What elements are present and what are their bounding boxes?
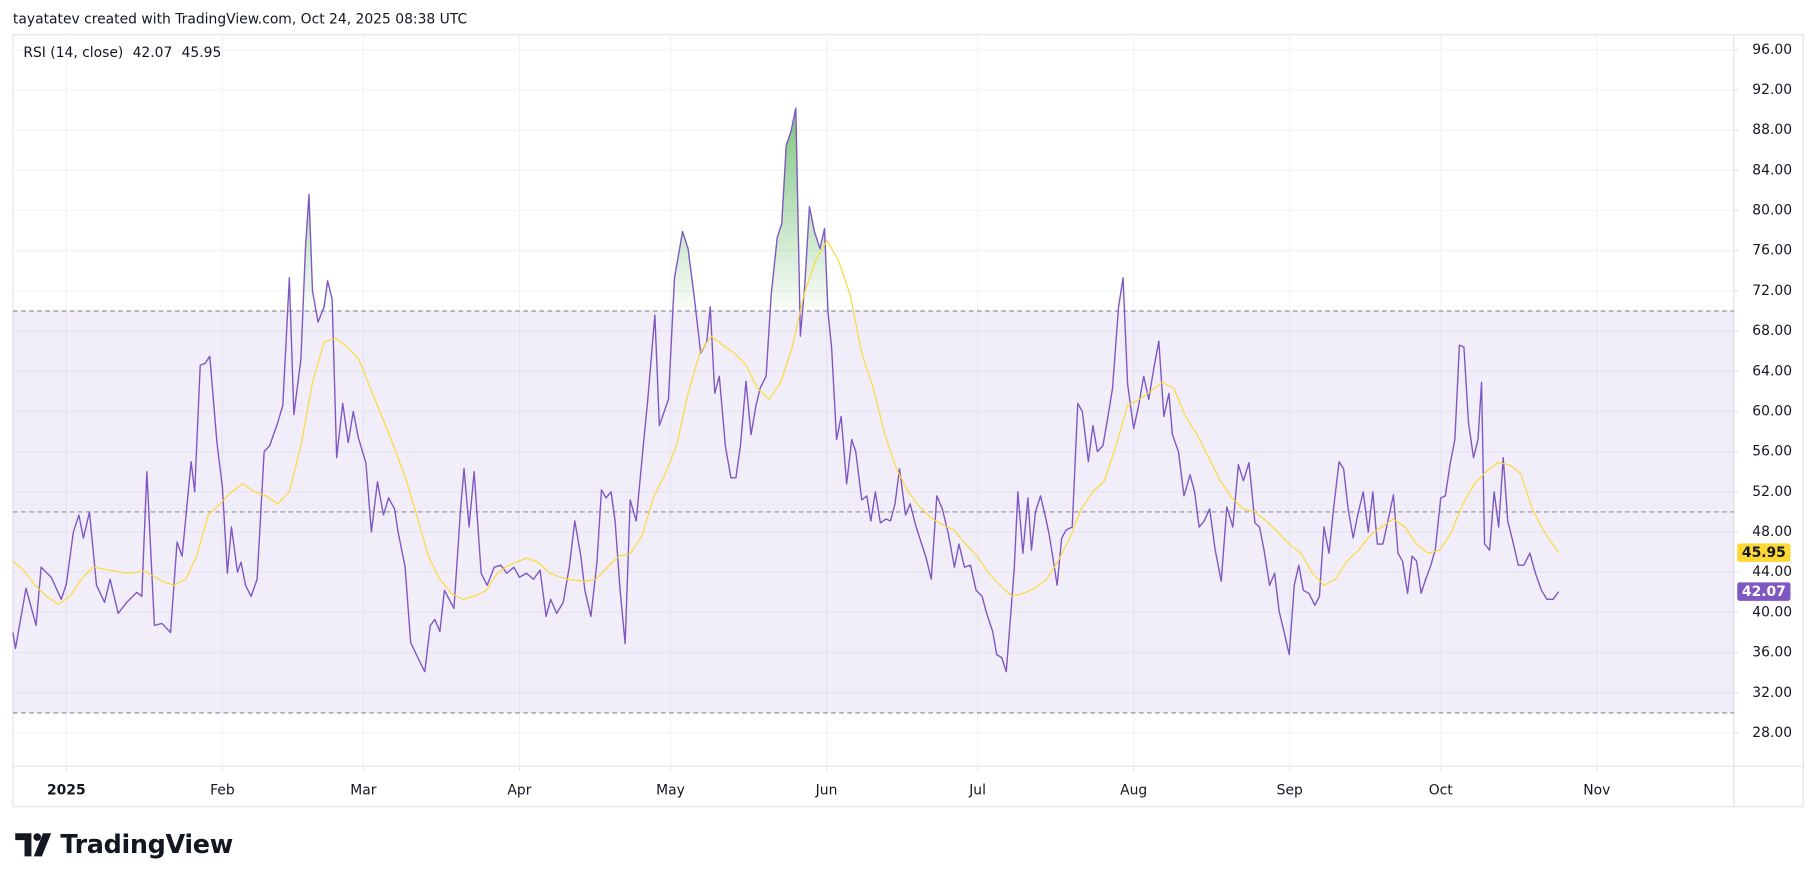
- last-value-badge: [1737, 582, 1791, 601]
- rsi-line: [12, 107, 1560, 673]
- axes: 28.00 32.00 36.00 40.00 44.00 48.00 52.00 56.00…: [47, 42, 1792, 799]
- y-tick-label: 60.00: [1752, 403, 1792, 419]
- legend: RSI (14, close) 42.07 45.95: [23, 45, 221, 61]
- legend-value: 45.95: [182, 45, 222, 61]
- plot: [12, 107, 1560, 673]
- y-tick-label: 64.00: [1752, 363, 1792, 379]
- y-tick-label: 76.00: [1752, 243, 1792, 259]
- y-tick-label: 32.00: [1752, 685, 1792, 701]
- x-tick-label: Mar: [350, 782, 376, 798]
- x-tick-label: Nov: [1583, 782, 1610, 798]
- x-tick-label: Sep: [1277, 782, 1303, 798]
- brand-logo: [15, 833, 52, 857]
- y-tick-label: 40.00: [1752, 604, 1792, 620]
- y-tick-label: 44.00: [1752, 564, 1792, 580]
- logo-dot: [33, 833, 42, 841]
- y-tick-label: 56.00: [1752, 444, 1792, 460]
- logo-t: [15, 833, 32, 857]
- y-tick-label: 84.00: [1752, 162, 1792, 178]
- brand-name: TradingView: [60, 830, 233, 860]
- y-tick-label: 52.00: [1752, 484, 1792, 500]
- y-tick-label: 72.00: [1752, 283, 1792, 299]
- last-value-label: 45.95: [1742, 545, 1786, 561]
- header-text: tayatatev created with TradingView.com, …: [13, 12, 467, 28]
- chart-frame: [12, 34, 1804, 808]
- legend-value: 42.07: [133, 45, 173, 61]
- y-tick-label: 68.00: [1752, 323, 1792, 339]
- y-tick-label: 36.00: [1752, 645, 1792, 661]
- y-tick-label: 88.00: [1752, 122, 1792, 138]
- last-value-label: 42.07: [1742, 584, 1786, 600]
- x-tick-label: 2025: [47, 782, 86, 798]
- x-tick-label: Jul: [968, 782, 986, 798]
- last-value-badge: [1737, 543, 1791, 562]
- rsi-ma-line: [12, 240, 1560, 605]
- y-tick-label: 48.00: [1752, 524, 1792, 540]
- y-tick-label: 80.00: [1752, 203, 1792, 219]
- y-tick-label: 92.00: [1752, 82, 1792, 98]
- x-tick-label: Oct: [1429, 782, 1454, 798]
- x-tick-label: May: [656, 782, 685, 798]
- legend-label: RSI (14, close): [23, 45, 123, 61]
- logo-slash: [33, 833, 52, 857]
- x-tick-label: Aug: [1120, 782, 1147, 798]
- y-tick-label: 96.00: [1752, 42, 1792, 58]
- y-tick-label: 28.00: [1752, 725, 1792, 741]
- x-tick-label: Feb: [210, 782, 235, 798]
- x-tick-label: Apr: [507, 782, 531, 798]
- x-tick-label: Jun: [815, 782, 838, 798]
- bands: [12, 310, 1734, 714]
